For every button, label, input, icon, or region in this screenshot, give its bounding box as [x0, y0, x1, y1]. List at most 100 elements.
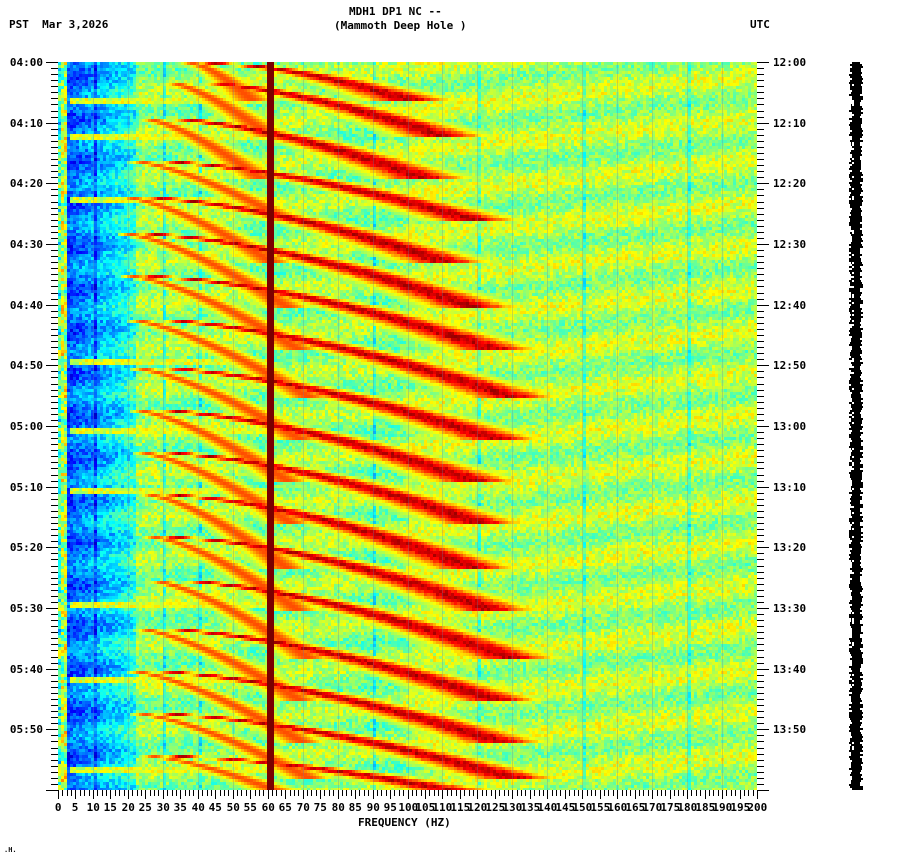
freq-tick-label: 130	[502, 801, 523, 814]
axis-minor-tick	[51, 614, 58, 615]
freq-major-tick	[740, 790, 741, 799]
axis-minor-tick	[51, 693, 58, 694]
freq-minor-tick	[630, 790, 631, 796]
axis-minor-tick	[51, 262, 58, 263]
axis-minor-tick	[757, 717, 764, 718]
freq-major-tick	[600, 790, 601, 799]
freq-minor-tick	[613, 790, 614, 796]
axis-minor-tick	[757, 681, 764, 682]
axis-minor-tick	[51, 481, 58, 482]
freq-minor-tick	[228, 790, 229, 796]
axis-minor-tick	[51, 450, 58, 451]
axis-minor-tick	[51, 311, 58, 312]
freq-minor-tick	[316, 790, 317, 796]
freq-minor-tick	[89, 790, 90, 796]
axis-minor-tick	[757, 481, 764, 482]
axis-minor-tick	[757, 590, 764, 591]
station-title: MDH1 DP1 NC --	[349, 5, 442, 18]
pst-time-tick-label: 05:10	[9, 481, 43, 494]
freq-minor-tick	[657, 790, 658, 796]
axis-minor-tick	[757, 432, 764, 433]
axis-minor-tick	[51, 159, 58, 160]
freq-minor-tick	[539, 790, 540, 796]
axis-minor-tick	[757, 638, 764, 639]
freq-major-tick	[652, 790, 653, 799]
axis-minor-tick	[757, 705, 764, 706]
utc-time-tick-label: 12:00	[773, 56, 807, 69]
pst-time-tick-label: 04:20	[9, 177, 43, 190]
axis-minor-tick	[51, 505, 58, 506]
freq-minor-tick	[342, 790, 343, 796]
axis-major-tick	[46, 305, 58, 306]
axis-minor-tick	[757, 620, 764, 621]
axis-minor-tick	[757, 177, 764, 178]
axis-minor-tick	[757, 214, 764, 215]
freq-minor-tick	[626, 790, 627, 796]
freq-minor-tick	[241, 790, 242, 796]
freq-minor-tick	[517, 790, 518, 796]
axis-minor-tick	[757, 566, 764, 567]
freq-minor-tick	[381, 790, 382, 796]
axis-major-tick	[46, 487, 58, 488]
axis-minor-tick	[757, 614, 764, 615]
freq-tick-label: 30	[156, 801, 170, 814]
axis-minor-tick	[51, 529, 58, 530]
pst-time-tick-label: 05:00	[9, 420, 43, 433]
freq-tick-label: 125	[485, 801, 506, 814]
freq-minor-tick	[464, 790, 465, 796]
axis-minor-tick	[51, 74, 58, 75]
axis-major-tick	[46, 365, 58, 366]
axis-minor-tick	[757, 663, 764, 664]
pst-time-tick-label: 04:30	[9, 238, 43, 251]
axis-minor-tick	[757, 141, 764, 142]
station-subtitle: (Mammoth Deep Hole )	[334, 19, 467, 32]
freq-minor-tick	[102, 790, 103, 796]
axis-minor-tick	[757, 420, 764, 421]
axis-minor-tick	[757, 584, 764, 585]
axis-major-tick	[757, 183, 769, 184]
freq-tick-label: 25	[138, 801, 152, 814]
spectrogram-plot[interactable]	[58, 62, 757, 790]
utc-time-tick-label: 12:40	[773, 299, 807, 312]
axis-minor-tick	[757, 760, 764, 761]
freq-minor-tick	[639, 790, 640, 796]
freq-tick-label: 35	[173, 801, 187, 814]
freq-minor-tick	[176, 790, 177, 796]
axis-minor-tick	[51, 766, 58, 767]
axis-minor-tick	[757, 117, 764, 118]
axis-minor-tick	[51, 353, 58, 354]
axis-minor-tick	[757, 232, 764, 233]
freq-major-tick	[477, 790, 478, 799]
axis-minor-tick	[757, 493, 764, 494]
axis-minor-tick	[757, 92, 764, 93]
axis-minor-tick	[757, 644, 764, 645]
spectrogram-canvas[interactable]	[58, 62, 757, 790]
freq-major-tick	[635, 790, 636, 799]
axis-minor-tick	[51, 687, 58, 688]
time-axis-pst: 04:00 04:10 04:20 04:30 04:40 04:50 05:00 05:10…	[0, 56, 58, 791]
freq-minor-tick	[207, 790, 208, 796]
freq-tick-label: 15	[103, 801, 117, 814]
utc-time-tick-label: 13:30	[773, 602, 807, 615]
axis-major-tick	[757, 790, 769, 791]
pst-time-tick-label: 04:50	[9, 359, 43, 372]
axis-minor-tick	[51, 699, 58, 700]
axis-minor-tick	[51, 432, 58, 433]
axis-minor-tick	[757, 111, 764, 112]
axis-minor-tick	[757, 754, 764, 755]
freq-tick-label: 175	[660, 801, 681, 814]
axis-minor-tick	[51, 335, 58, 336]
axis-minor-tick	[757, 784, 764, 785]
freq-minor-tick	[683, 790, 684, 796]
axis-minor-tick	[51, 535, 58, 536]
axis-major-tick	[46, 669, 58, 670]
axis-minor-tick	[51, 323, 58, 324]
axis-major-tick	[46, 790, 58, 791]
freq-minor-tick	[307, 790, 308, 796]
freq-minor-tick	[412, 790, 413, 796]
pst-time-tick-label: 05:40	[9, 663, 43, 676]
freq-minor-tick	[167, 790, 168, 796]
axis-minor-tick	[51, 578, 58, 579]
axis-minor-tick	[51, 420, 58, 421]
axis-minor-tick	[757, 396, 764, 397]
